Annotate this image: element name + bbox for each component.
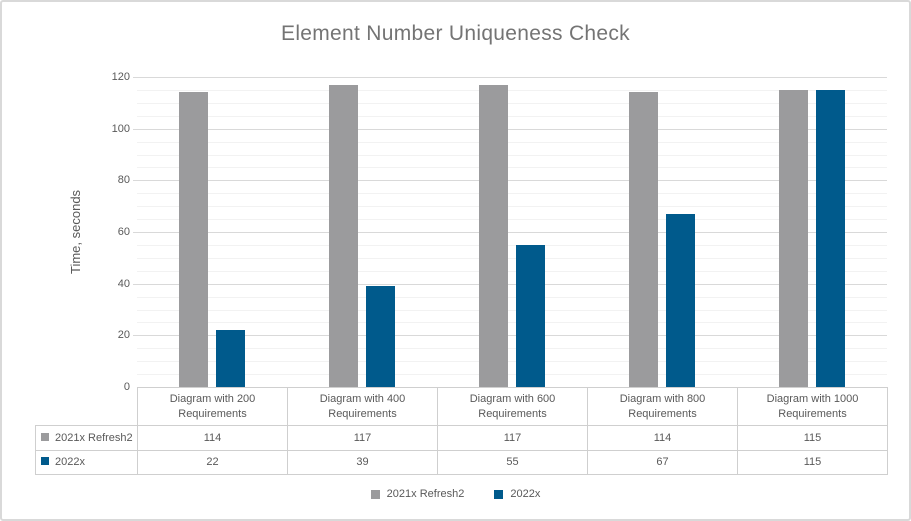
bar-series2-cat2 — [366, 286, 395, 387]
minor-gridline — [137, 115, 887, 117]
major-gridline — [133, 283, 887, 285]
table-category-header: Diagram with 800 Requirements — [587, 387, 738, 426]
major-gridline — [133, 180, 887, 182]
legend-item: 2021x Refresh2 — [370, 488, 465, 500]
bar-series2-cat4 — [666, 214, 695, 387]
minor-gridline — [137, 102, 887, 104]
y-axis-title: Time, seconds — [68, 189, 83, 275]
table-series-label: 2021x Refresh2 — [35, 425, 138, 451]
table-value-cell: 117 — [437, 425, 588, 451]
table-value-cell: 115 — [737, 450, 888, 475]
table-series-label: 2022x — [35, 450, 138, 475]
minor-gridline — [137, 309, 887, 311]
minor-gridline — [137, 296, 887, 298]
minor-gridline — [137, 322, 887, 324]
table-corner-cell — [36, 388, 138, 426]
bar-series2-cat3 — [516, 245, 545, 387]
minor-gridline — [137, 244, 887, 246]
y-tick-label: 20 — [117, 329, 130, 342]
y-tick-label: 100 — [111, 122, 130, 135]
data-table: Diagram with 200 Requirements Diagram wit… — [35, 387, 888, 475]
minor-gridline — [137, 219, 887, 221]
major-gridline — [133, 128, 887, 130]
table-row: 2021x Refresh2 114 117 117 114 115 — [35, 425, 888, 451]
series-swatch-icon — [41, 432, 49, 441]
table-value-cell: 114 — [137, 425, 288, 451]
table-category-header: Diagram with 200 Requirements — [137, 387, 288, 426]
minor-gridline — [137, 141, 887, 143]
bar-series2-cat1 — [216, 330, 245, 387]
y-tick-label: 40 — [117, 277, 130, 290]
y-tick-label: 120 — [111, 71, 130, 83]
minor-gridline — [137, 167, 887, 169]
legend: 2021x Refresh2 2022x — [2, 488, 909, 500]
minor-gridline — [137, 193, 887, 195]
bar-series2-cat5 — [816, 90, 845, 387]
minor-gridline — [137, 257, 887, 259]
table-value-cell: 117 — [287, 425, 438, 451]
minor-gridline — [137, 270, 887, 272]
y-tick-label: 60 — [117, 226, 130, 238]
bar-series1-cat1 — [179, 92, 208, 387]
minor-gridline — [137, 89, 887, 91]
legend-swatch-icon — [494, 489, 504, 499]
table-value-cell: 55 — [437, 450, 588, 475]
table-value-cell: 39 — [287, 450, 438, 475]
legend-swatch-icon — [370, 489, 380, 499]
major-gridline — [133, 335, 887, 337]
table-category-header: Diagram with 400 Requirements — [287, 387, 438, 426]
major-gridline — [133, 77, 887, 78]
chart-title: Element Number Uniqueness Check — [281, 22, 630, 45]
legend-label: 2022x — [510, 488, 541, 500]
y-tick-label: 80 — [117, 174, 130, 187]
bar-series1-cat5 — [779, 90, 808, 387]
series-swatch-icon — [41, 457, 49, 466]
table-row: 2022x 22 39 55 67 115 — [35, 450, 888, 475]
table-value-cell: 115 — [737, 425, 888, 451]
minor-gridline — [137, 374, 887, 376]
legend-item: 2022x — [494, 488, 540, 500]
bar-series1-cat4 — [629, 92, 658, 387]
table-category-header: Diagram with 600 Requirements — [437, 387, 588, 426]
minor-gridline — [137, 361, 887, 363]
bar-series1-cat3 — [479, 85, 508, 387]
table-category-header: Diagram with 1000 Requirements — [737, 387, 888, 426]
legend-label: 2021x Refresh2 — [386, 488, 465, 500]
major-gridline — [133, 232, 887, 233]
table-value-cell: 22 — [137, 450, 288, 475]
minor-gridline — [137, 348, 887, 350]
y-tick-label: 0 — [123, 381, 130, 393]
bar-series1-cat2 — [329, 85, 358, 387]
minor-gridline — [137, 154, 887, 156]
table-value-cell: 67 — [587, 450, 738, 475]
minor-gridline — [137, 206, 887, 208]
table-value-cell: 114 — [587, 425, 738, 451]
